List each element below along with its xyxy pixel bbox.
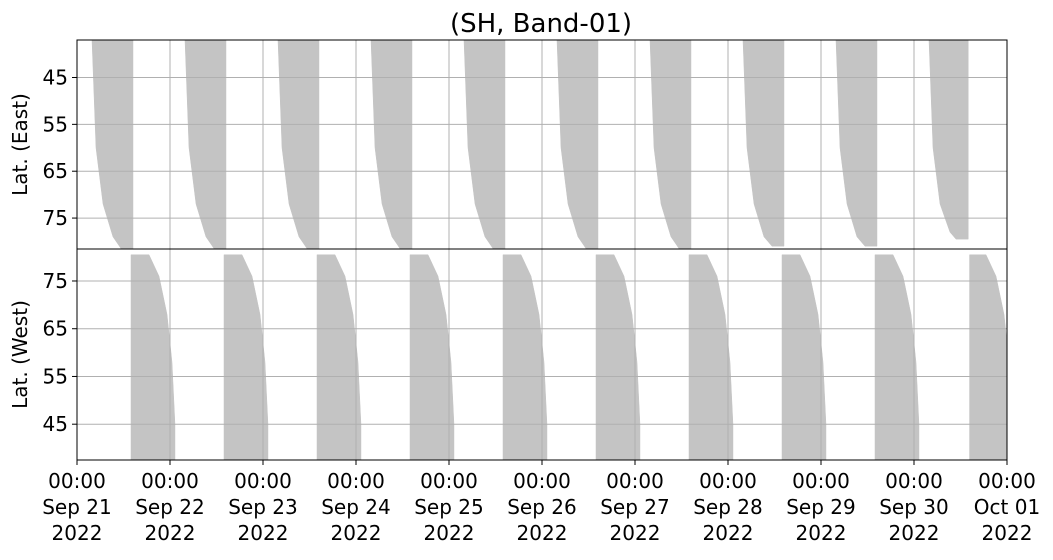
x-tick-label: 2022	[145, 521, 196, 545]
swath	[649, 40, 692, 249]
swath	[130, 254, 176, 460]
x-tick-label: 00:00	[327, 469, 385, 493]
y-axis-label: Lat. (West)	[8, 300, 32, 409]
swath	[595, 254, 641, 460]
x-tick-label: Oct 01	[974, 495, 1040, 519]
x-tick-label: 00:00	[420, 469, 478, 493]
y-axis-label: Lat. (East)	[8, 93, 32, 196]
x-tick-label: Sep 22	[135, 495, 205, 519]
y-tick-label: 75	[43, 269, 68, 293]
x-tick-label: Sep 27	[600, 495, 670, 519]
x-tick-label: 2022	[238, 521, 289, 545]
swath	[184, 40, 227, 249]
x-tick-label: Sep 24	[321, 495, 391, 519]
y-tick-label: 75	[43, 206, 68, 230]
plot-area	[91, 40, 969, 249]
swath	[969, 254, 1007, 460]
x-tick-label: Sep 26	[507, 495, 577, 519]
x-tick-label: 2022	[331, 521, 382, 545]
swath	[316, 254, 362, 460]
y-tick-label: 45	[43, 65, 68, 89]
y-tick-label: 65	[43, 317, 68, 341]
y-tick-label: 55	[43, 112, 68, 136]
swath	[742, 40, 785, 247]
x-tick-label: 2022	[52, 521, 103, 545]
x-tick-label: 2022	[424, 521, 475, 545]
x-tick-label: 2022	[517, 521, 568, 545]
swath	[277, 40, 320, 249]
x-tick-label: 2022	[889, 521, 940, 545]
plot-area	[130, 254, 1007, 460]
x-tick-label: 00:00	[48, 469, 106, 493]
x-tick-label: 00:00	[234, 469, 292, 493]
swath	[502, 254, 548, 460]
x-tick-label: Sep 23	[228, 495, 298, 519]
x-tick-label: 00:00	[978, 469, 1036, 493]
y-tick-label: 55	[43, 364, 68, 388]
swath	[409, 254, 455, 460]
x-tick-label: 2022	[703, 521, 754, 545]
swath	[91, 40, 134, 249]
x-tick-label: 2022	[982, 521, 1033, 545]
x-tick-label: 00:00	[699, 469, 757, 493]
y-tick-label: 65	[43, 159, 68, 183]
swath	[835, 40, 878, 247]
swath	[874, 254, 920, 460]
x-tick-label: 00:00	[792, 469, 850, 493]
x-tick-label: 00:00	[141, 469, 199, 493]
swath	[223, 254, 269, 460]
x-tick-label: 00:00	[606, 469, 664, 493]
swath	[463, 40, 506, 249]
x-tick-label: Sep 21	[42, 495, 112, 519]
x-tick-label: Sep 29	[786, 495, 856, 519]
x-tick-label: Sep 30	[879, 495, 949, 519]
swath	[556, 40, 599, 249]
chart-title: (SH, Band-01)	[450, 9, 632, 39]
x-tick-label: Sep 28	[693, 495, 763, 519]
swath	[688, 254, 734, 460]
swath	[781, 254, 827, 460]
x-tick-label: 00:00	[513, 469, 571, 493]
swath	[370, 40, 413, 249]
x-tick-label: Sep 25	[414, 495, 484, 519]
x-tick-label: 00:00	[885, 469, 943, 493]
swath	[928, 40, 969, 240]
y-tick-label: 45	[43, 412, 68, 436]
x-tick-label: 2022	[796, 521, 847, 545]
x-tick-label: 2022	[610, 521, 661, 545]
